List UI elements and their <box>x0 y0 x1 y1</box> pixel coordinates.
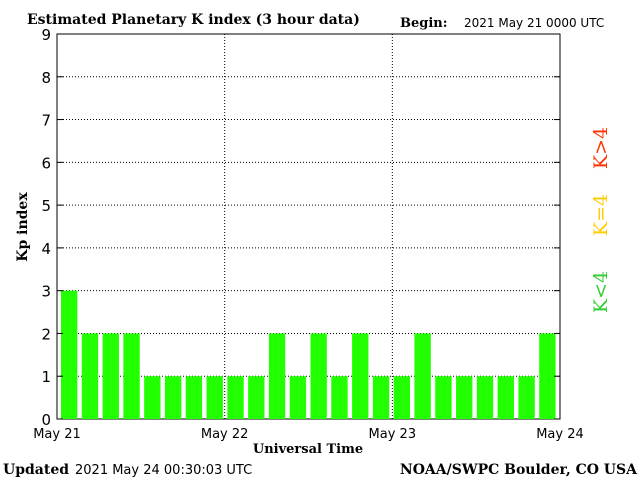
chart-title: Estimated Planetary K index (3 hour data… <box>27 12 360 28</box>
x-axis: May 21 May 22 May 23 May 24 <box>33 427 584 442</box>
kp-bar <box>81 333 99 419</box>
y-axis-label: Kp index <box>15 192 31 262</box>
y-tick-label: 4 <box>41 240 51 258</box>
legend-k-equal-4: K=4 <box>590 194 612 236</box>
x-tick-label: May 24 <box>536 427 584 442</box>
kp-bar <box>248 376 265 419</box>
y-tick-label: 1 <box>41 368 51 386</box>
kp-bar <box>414 333 431 419</box>
kp-bar <box>352 333 369 419</box>
y-tick-label: 2 <box>41 325 51 343</box>
x-tick-label: May 21 <box>33 427 81 442</box>
kp-bar <box>144 376 161 419</box>
kp-bar <box>123 333 140 419</box>
kp-bar <box>476 376 494 419</box>
updated-value: 2021 May 24 00:30:03 UTC <box>75 463 252 478</box>
y-tick-label: 7 <box>41 112 51 130</box>
kp-bar <box>435 376 452 419</box>
kp-bar <box>372 376 390 419</box>
legend-k-greater-4: K>4 <box>590 127 612 169</box>
y-tick-label: 3 <box>41 283 51 301</box>
begin-label: Begin: <box>400 16 448 31</box>
kp-bar <box>310 333 327 419</box>
kp-bar <box>227 376 244 419</box>
y-tick-label: 0 <box>41 411 51 429</box>
kp-bar <box>539 333 556 419</box>
kp-bar <box>61 290 78 419</box>
legend-k-less-4: K<4 <box>590 271 612 313</box>
legend: K<4 K=4 K>4 <box>590 127 612 313</box>
plot-frame <box>56 33 561 420</box>
x-tick-label: May 23 <box>369 427 417 442</box>
kp-bar <box>393 376 411 419</box>
y-tick-label: 5 <box>41 197 51 215</box>
kp-bar <box>268 333 286 419</box>
kp-bar <box>206 376 223 419</box>
x-axis-label: Universal Time <box>253 442 363 457</box>
grid-lines <box>57 34 560 419</box>
kp-bar <box>102 333 119 419</box>
begin-value: 2021 May 21 0000 UTC <box>464 16 604 30</box>
y-tick-label: 8 <box>41 69 51 87</box>
y-tick-label: 6 <box>41 154 51 172</box>
y-axis: 0 1 2 3 4 5 6 7 8 9 <box>41 26 560 429</box>
updated-label: Updated <box>3 462 69 478</box>
x-tick-label: May 22 <box>201 427 249 442</box>
kp-bar <box>164 376 182 419</box>
kp-bar <box>331 376 348 419</box>
bars <box>61 290 556 419</box>
y-tick-label: 9 <box>41 26 51 44</box>
kp-bar <box>289 376 307 419</box>
source-credit: NOAA/SWPC Boulder, CO USA <box>400 462 638 478</box>
kp-bar <box>185 376 203 419</box>
plot-area <box>56 33 561 420</box>
kp-bar <box>497 376 514 419</box>
kp-bar <box>456 376 473 419</box>
kp-bar <box>518 376 535 419</box>
